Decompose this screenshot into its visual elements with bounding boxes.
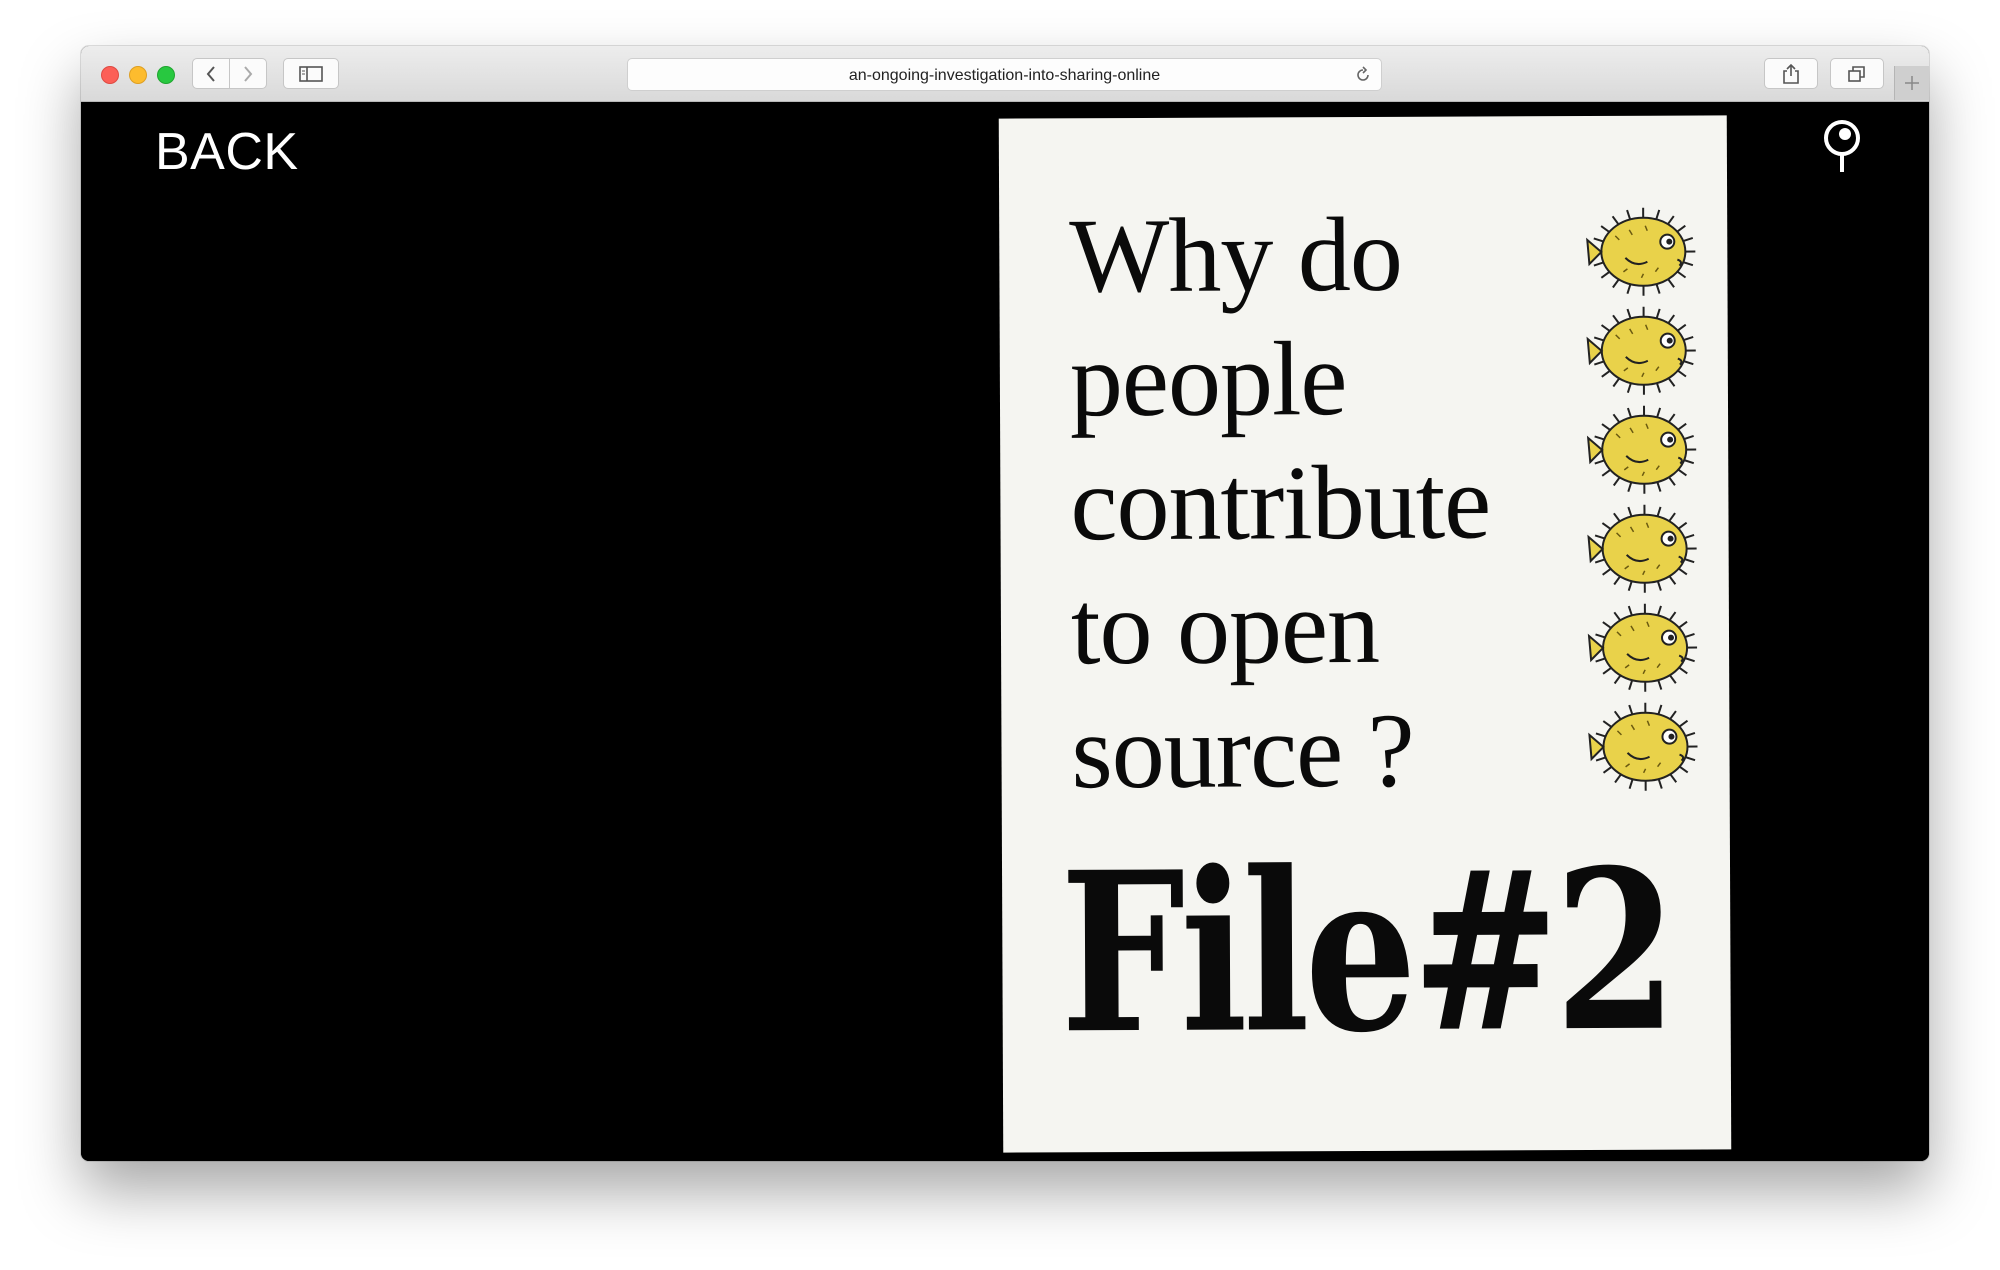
share-button[interactable]	[1764, 58, 1818, 89]
reload-icon[interactable]	[1353, 65, 1373, 85]
forward-button[interactable]	[229, 59, 266, 88]
back-link[interactable]: BACK	[155, 123, 299, 181]
close-window-button[interactable]	[101, 66, 119, 84]
back-button[interactable]	[193, 59, 229, 88]
blowfish-icon	[1586, 306, 1696, 395]
url-text: an-ongoing-investigation-into-sharing-on…	[848, 67, 1161, 84]
cover-question: Why do people contribute to open source …	[1069, 195, 1491, 811]
tabs-icon	[1848, 65, 1865, 82]
blowfish-icon	[1587, 603, 1698, 692]
zoom-window-button[interactable]	[157, 66, 175, 84]
cover-title: File#2	[1059, 820, 1673, 1083]
back-icon	[206, 65, 215, 82]
browser-toolbar: an-ongoing-investigation-into-sharing-on…	[81, 46, 1929, 102]
zine-cover-image: Why do people contribute to open source …	[998, 115, 1732, 1153]
show-tabs-button[interactable]	[1830, 58, 1884, 89]
new-tab-button[interactable]	[1894, 66, 1929, 100]
browser-window: an-ongoing-investigation-into-sharing-on…	[81, 46, 1929, 1161]
pin-icon[interactable]	[1820, 118, 1864, 174]
sidebar-icon	[299, 65, 323, 82]
plus-icon	[1905, 76, 1919, 90]
blowfish-column	[999, 115, 1727, 791]
share-icon	[1783, 63, 1799, 84]
blowfish-icon	[1588, 702, 1698, 791]
blowfish-icon	[1587, 504, 1697, 593]
sidebar-toggle-button[interactable]	[283, 58, 339, 89]
blowfish-icon	[1586, 207, 1696, 296]
page-content: BACK Why do people contribute to open so…	[81, 102, 1929, 1161]
address-bar[interactable]: an-ongoing-investigation-into-sharing-on…	[627, 58, 1382, 91]
forward-icon	[244, 65, 253, 82]
minimize-window-button[interactable]	[129, 66, 147, 84]
blowfish-icon	[1586, 405, 1697, 494]
history-nav-group	[192, 58, 267, 89]
